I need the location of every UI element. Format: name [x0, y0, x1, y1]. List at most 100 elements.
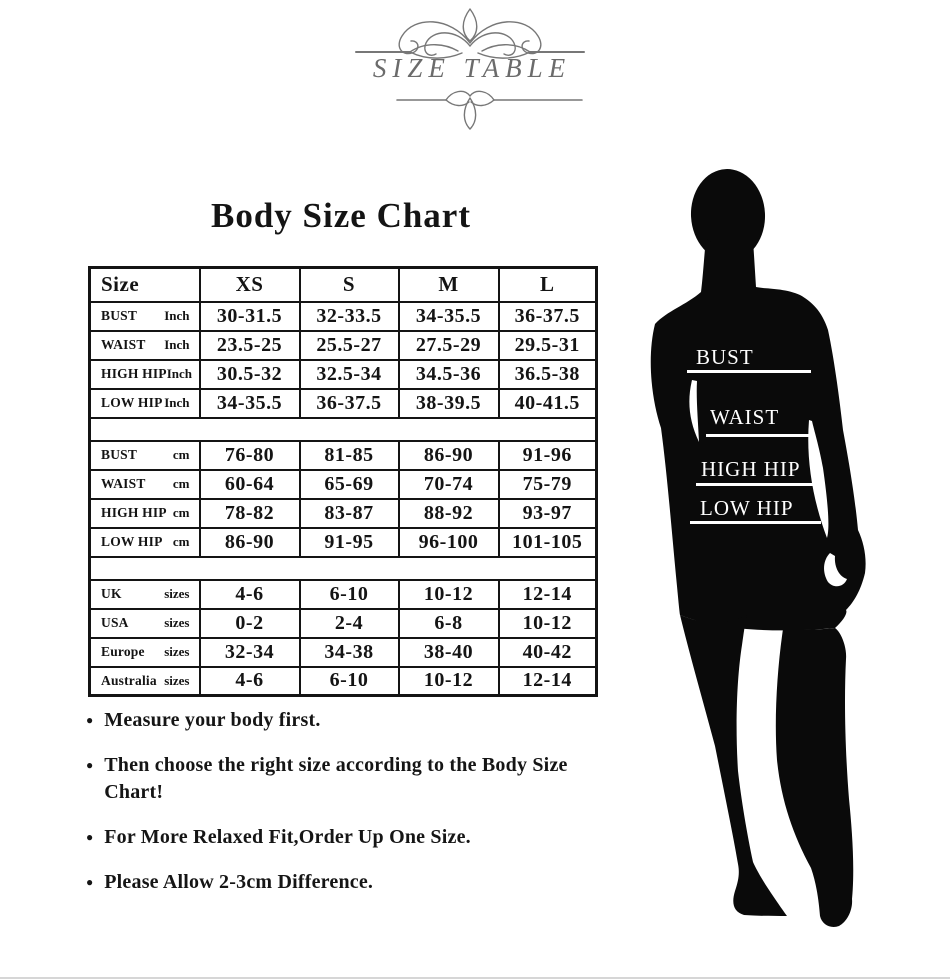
size-table-header-row: Size XS S M L	[88, 266, 598, 303]
size-value-cell: 91-95	[298, 526, 400, 558]
figure-label-waist: WAIST	[710, 405, 780, 429]
size-value-cell: 0-2	[198, 607, 301, 639]
measure-name: LOW HIP	[101, 395, 163, 410]
measure-unit: cm	[172, 447, 190, 462]
measure-label-cell: LOW HIP cm	[88, 526, 201, 558]
size-value-cell: 76-80	[198, 439, 301, 471]
measure-unit: cm	[172, 476, 190, 491]
measure-unit: Inch	[164, 308, 190, 323]
measure-name: Australia	[101, 672, 157, 688]
size-value-cell: 65-69	[298, 468, 400, 500]
size-value-cell: 38-39.5	[397, 387, 500, 419]
size-value-cell: 4-6	[198, 578, 301, 610]
body-silhouette-icon	[650, 169, 866, 927]
bullet-icon: ●	[86, 713, 94, 727]
size-table: Size XS S M L BUST Inch 30-31.5 32-33.5 34-3…	[88, 266, 598, 697]
size-value-cell: 4-6	[198, 665, 301, 697]
measure-label-cell: Europe sizes	[88, 636, 201, 668]
note-text: Please Allow 2-3cm Difference.	[104, 871, 374, 893]
measure-unit: sizes	[164, 644, 190, 659]
column-header-size: Size	[88, 266, 201, 303]
size-value-cell: 10-12	[397, 665, 500, 697]
size-value-cell: 32-33.5	[298, 300, 400, 332]
size-value-cell: 36.5-38	[497, 358, 598, 390]
figure-underline-high-hip	[696, 483, 817, 486]
measure-name: BUST	[101, 447, 138, 462]
size-value-cell: 34-35.5	[198, 387, 301, 419]
bullet-icon: ●	[86, 875, 94, 889]
size-value-cell: 40-42	[497, 636, 598, 668]
size-table-row: HIGH HIP Inch 30.5-32 32.5-34 34.5-36 36.5-38	[88, 358, 598, 390]
size-value-cell: 25.5-27	[298, 329, 400, 361]
bullet-icon: ●	[86, 758, 94, 772]
measure-unit: Inch	[164, 337, 190, 352]
section-gap	[89, 555, 597, 581]
size-value-cell: 38-40	[397, 636, 500, 668]
size-value-cell: 30.5-32	[198, 358, 301, 390]
column-header-xs: XS	[198, 266, 301, 303]
measure-unit: Inch	[166, 366, 193, 381]
ornament-title: SIZE TABLE	[372, 53, 572, 83]
size-value-cell: 36-37.5	[298, 387, 400, 419]
size-value-cell: 60-64	[198, 468, 301, 500]
measure-name: LOW HIP	[101, 534, 163, 549]
size-value-cell: 78-82	[198, 497, 301, 529]
measure-label-cell: WAIST Inch	[88, 329, 201, 361]
measure-label-cell: HIGH HIP cm	[88, 497, 201, 529]
measure-unit: sizes	[164, 672, 190, 688]
size-value-cell: 30-31.5	[198, 300, 301, 332]
figure-underline-low-hip	[690, 521, 821, 524]
measure-unit: cm	[172, 505, 190, 520]
size-table-row: WAIST Inch 23.5-25 25.5-27 27.5-29 29.5-31	[88, 329, 598, 361]
measure-name: HIGH HIP	[101, 366, 167, 381]
size-value-cell: 86-90	[198, 526, 301, 558]
measure-unit: sizes	[164, 586, 190, 601]
size-value-cell: 40-41.5	[497, 387, 598, 419]
size-value-cell: 29.5-31	[497, 329, 598, 361]
measure-label-cell: BUST Inch	[88, 300, 201, 332]
size-value-cell: 32.5-34	[298, 358, 400, 390]
size-value-cell: 75-79	[497, 468, 598, 500]
measure-unit: sizes	[164, 615, 190, 630]
ornament-flourish-icon	[355, 8, 585, 130]
figure-underline-waist	[706, 434, 810, 437]
size-value-cell: 101-105	[497, 526, 598, 558]
size-value-cell: 96-100	[397, 526, 500, 558]
measure-name: WAIST	[101, 476, 146, 491]
bullet-icon: ●	[86, 830, 94, 844]
size-value-cell: 6-10	[298, 665, 400, 697]
column-header-l: L	[497, 266, 598, 303]
measure-label-cell: USA sizes	[88, 607, 201, 639]
section-gap-row	[89, 416, 597, 442]
column-header-s: S	[298, 266, 400, 303]
size-value-cell: 36-37.5	[497, 300, 598, 332]
measure-name: WAIST	[101, 337, 146, 352]
note-text: For More Relaxed Fit,Order Up One Size.	[104, 826, 471, 848]
size-value-cell: 2-4	[298, 607, 400, 639]
size-table-row: BUST cm 76-80 81-85 86-90 91-96	[88, 439, 598, 471]
size-table-row: WAIST cm 60-64 65-69 70-74 75-79	[88, 468, 598, 500]
note-text: Measure your body first.	[104, 709, 321, 731]
size-value-cell: 6-8	[397, 607, 500, 639]
column-header-m: M	[397, 266, 500, 303]
size-table-row: UK sizes 4-6 6-10 10-12 12-14	[88, 578, 598, 610]
note-item: ● Please Allow 2-3cm Difference.	[86, 869, 610, 896]
measure-unit: Inch	[164, 395, 190, 410]
figure-underline-bust	[687, 370, 811, 373]
size-value-cell: 81-85	[298, 439, 400, 471]
note-text: Then choose the right size according to …	[104, 754, 568, 803]
measure-name: USA	[101, 615, 129, 630]
figure-label-bust: BUST	[696, 345, 754, 369]
size-value-cell: 12-14	[497, 578, 598, 610]
size-table-row: USA sizes 0-2 2-4 6-8 10-12	[88, 607, 598, 639]
figure-label-low-hip: LOW HIP	[700, 496, 794, 520]
size-value-cell: 32-34	[198, 636, 301, 668]
figure-label-high-hip: HIGH HIP	[701, 457, 801, 481]
measure-unit: cm	[172, 534, 190, 549]
size-table-row: BUST Inch 30-31.5 32-33.5 34-35.5 36-37.5	[88, 300, 598, 332]
size-value-cell: 6-10	[298, 578, 400, 610]
measure-name: BUST	[101, 308, 138, 323]
page-title: Body Size Chart	[211, 196, 471, 235]
size-value-cell: 10-12	[397, 578, 500, 610]
